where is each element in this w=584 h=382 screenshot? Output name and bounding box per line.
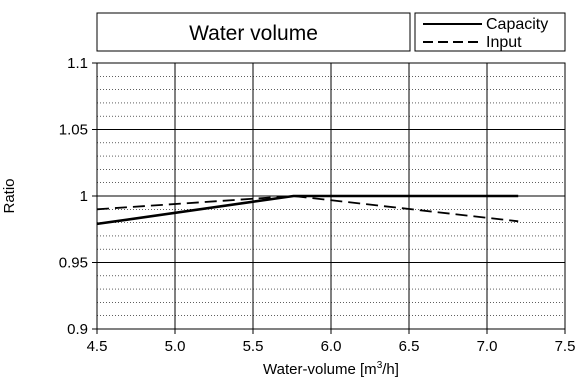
y-tick-label: 0.95: [59, 255, 88, 272]
y-tick-label: 1.1: [67, 55, 88, 72]
x-axis-label: Water-volume [m3/h]: [263, 360, 399, 378]
x-tick-label: 7.5: [555, 338, 576, 355]
y-tick-label: 1: [80, 188, 88, 205]
legend-label-input: Input: [486, 34, 522, 51]
title-box: [96, 12, 411, 52]
y-axis-ticks: 0.9 0.95 1 1.05 1.1: [59, 55, 97, 338]
x-tick-label: 6.0: [321, 338, 342, 355]
plot-area: [96, 62, 566, 330]
series-line-input: [96, 195, 519, 223]
x-tick-label: 7.0: [477, 338, 498, 355]
series-layer: [96, 194, 519, 226]
y-tick-label: 1.05: [59, 122, 88, 139]
legend: Capacity Input: [414, 12, 566, 52]
x-axis-label-tail: /h]: [382, 361, 399, 378]
y-axis-label: Ratio: [1, 178, 18, 213]
x-tick-label: 5.0: [165, 338, 186, 355]
series-line-capacity: [96, 194, 519, 226]
y-tick-label: 0.9: [67, 321, 88, 338]
x-axis-ticks: 4.5 5.0 5.5 6.0 6.5 7.0 7.5: [87, 329, 576, 355]
legend-box: [414, 12, 566, 52]
x-axis-label-main: Water-volume [m: [263, 361, 377, 378]
x-tick-label: 5.5: [243, 338, 264, 355]
x-axis-label-sup: 3: [377, 360, 383, 371]
x-tick-label: 6.5: [399, 338, 420, 355]
x-tick-label: 4.5: [87, 338, 108, 355]
chart-title: Water volume: [189, 22, 318, 45]
legend-label-capacity: Capacity: [486, 16, 548, 33]
